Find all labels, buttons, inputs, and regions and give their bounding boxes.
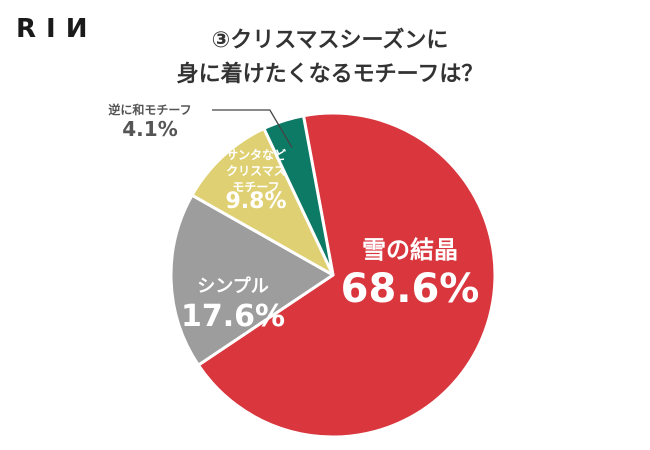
slice-value-0: 68.6% xyxy=(341,266,480,312)
chart-title-line-2: 身に着けたくなるモチーフは？ xyxy=(176,62,484,87)
brand-logo: RIИ xyxy=(16,14,98,44)
slice-value-3: 4.1% xyxy=(122,117,177,141)
leader-line xyxy=(212,109,293,148)
pie-slice-3 xyxy=(262,114,335,277)
chart-title-line-1: ③クリスマスシーズンに xyxy=(211,28,449,53)
slice-label-1-line-0: シンプル xyxy=(197,275,268,297)
pie-slice-1 xyxy=(169,193,335,367)
slice-value-1: 17.6% xyxy=(181,299,285,334)
slice-label-3-line-0: 逆に和モチーフ xyxy=(108,102,191,117)
pie-slices xyxy=(169,111,497,439)
pie-slice-2 xyxy=(190,126,335,277)
slice-label-2-line-2: モチーフ xyxy=(232,180,279,194)
slice-value-2: 9.8% xyxy=(225,189,286,214)
slice-label-2-line-1: クリスマス xyxy=(226,164,286,178)
pie-slice-0 xyxy=(196,111,497,439)
slice-label-2-line-0: サンタなど xyxy=(226,148,286,162)
chart-title: ③クリスマスシーズンに 身に着けたくなるモチーフは？ xyxy=(0,24,650,92)
slice-label-0-line-0: 雪の結晶 xyxy=(362,236,458,264)
